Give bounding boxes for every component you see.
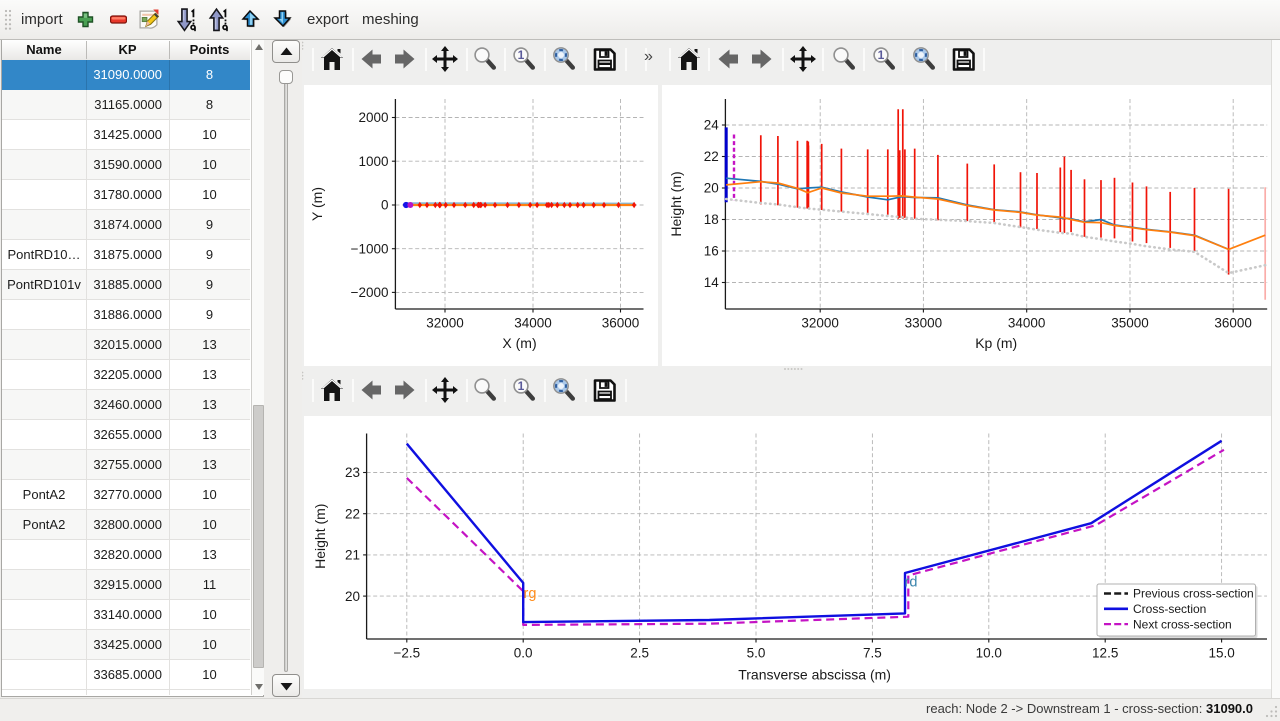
svg-text:20: 20 bbox=[345, 588, 360, 603]
svg-text:Cross-section: Cross-section bbox=[1133, 602, 1206, 616]
svg-text:33000: 33000 bbox=[904, 315, 942, 330]
svg-text:Height (m): Height (m) bbox=[668, 171, 684, 236]
svg-text:7.5: 7.5 bbox=[863, 645, 882, 660]
svg-text:Kp (m): Kp (m) bbox=[975, 335, 1017, 351]
svg-text:34000: 34000 bbox=[514, 316, 552, 331]
svg-text:Y (m): Y (m) bbox=[309, 187, 325, 221]
svg-text:0: 0 bbox=[381, 198, 389, 213]
svg-text:23: 23 bbox=[345, 465, 360, 480]
svg-text:Transverse abscissa (m): Transverse abscissa (m) bbox=[738, 666, 891, 682]
svg-text:Next cross-section: Next cross-section bbox=[1133, 617, 1232, 631]
svg-text:35000: 35000 bbox=[1111, 315, 1148, 330]
svg-text:0.0: 0.0 bbox=[514, 645, 533, 660]
svg-text:5.0: 5.0 bbox=[747, 645, 766, 660]
svg-text:22: 22 bbox=[703, 149, 718, 164]
svg-text:X (m): X (m) bbox=[502, 335, 536, 351]
svg-text:32000: 32000 bbox=[426, 316, 464, 331]
svg-text:16: 16 bbox=[703, 244, 718, 259]
svg-text:2000: 2000 bbox=[358, 110, 388, 125]
svg-text:24: 24 bbox=[703, 118, 718, 133]
svg-text:10.0: 10.0 bbox=[976, 645, 1002, 660]
svg-text:18: 18 bbox=[703, 212, 718, 227]
svg-text:14: 14 bbox=[703, 275, 718, 290]
svg-text:34000: 34000 bbox=[1008, 315, 1046, 330]
svg-text:−2000: −2000 bbox=[351, 285, 389, 300]
svg-text:21: 21 bbox=[345, 547, 360, 562]
svg-text:12.5: 12.5 bbox=[1092, 645, 1118, 660]
svg-text:Previous cross-section: Previous cross-section bbox=[1133, 586, 1254, 600]
svg-text:Height (m): Height (m) bbox=[312, 503, 328, 568]
svg-text:−1000: −1000 bbox=[351, 241, 389, 256]
svg-text:1000: 1000 bbox=[358, 154, 388, 169]
svg-text:36000: 36000 bbox=[1214, 315, 1252, 330]
svg-text:15.0: 15.0 bbox=[1208, 645, 1234, 660]
svg-text:rg: rg bbox=[524, 586, 537, 602]
svg-text:22: 22 bbox=[345, 506, 360, 521]
svg-text:36000: 36000 bbox=[602, 316, 640, 331]
svg-text:rd: rd bbox=[905, 574, 918, 590]
svg-text:2.5: 2.5 bbox=[630, 645, 649, 660]
svg-text:20: 20 bbox=[703, 181, 718, 196]
svg-text:32000: 32000 bbox=[801, 315, 839, 330]
svg-text:−2.5: −2.5 bbox=[393, 645, 420, 660]
